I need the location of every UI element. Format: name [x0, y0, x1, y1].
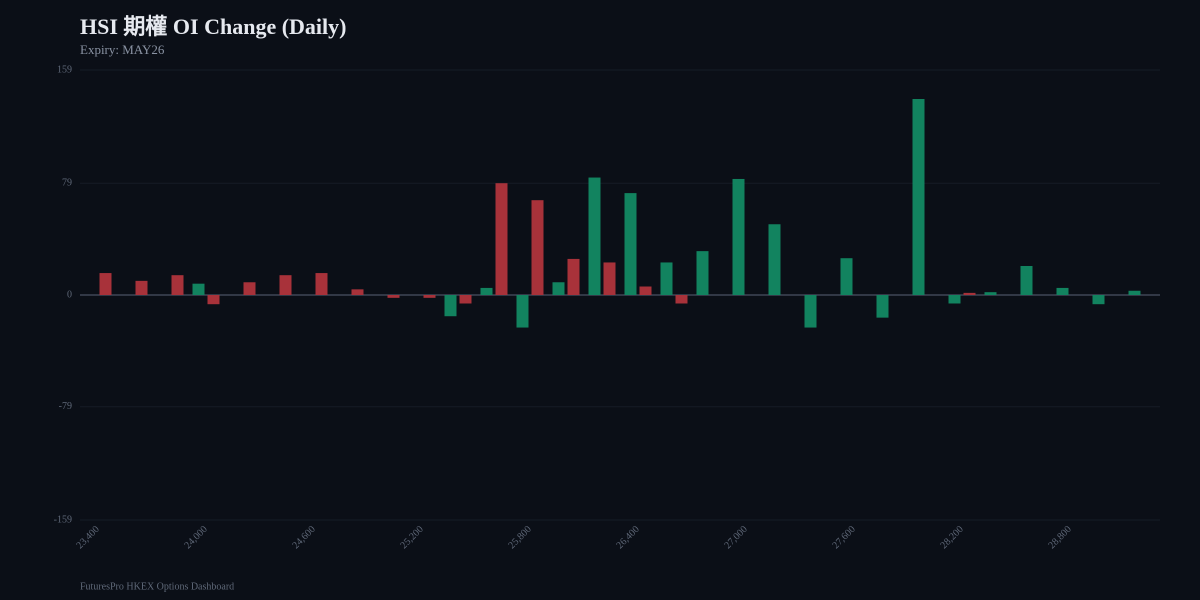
bar	[495, 183, 508, 295]
bar	[531, 200, 544, 295]
bar	[279, 275, 292, 295]
x-tick-label: 25,200	[399, 524, 426, 551]
y-tick-label: 159	[57, 64, 72, 75]
bar	[567, 258, 580, 295]
bar	[948, 295, 961, 304]
x-tick-label: 27,600	[831, 524, 858, 551]
bar	[192, 283, 205, 295]
bar	[207, 295, 220, 305]
bar	[1092, 295, 1105, 305]
bar	[804, 295, 817, 328]
bar	[480, 287, 493, 295]
bar	[696, 251, 709, 295]
bar	[135, 280, 148, 295]
bar	[912, 99, 925, 296]
x-tick-label: 23,400	[75, 524, 102, 551]
bar	[1056, 287, 1069, 295]
bar	[876, 295, 889, 318]
bar	[603, 262, 616, 295]
bar	[516, 295, 529, 328]
bar	[732, 178, 745, 295]
chart-title: HSI 期權 OI Change (Daily)	[80, 14, 346, 39]
x-tick-label: 24,600	[291, 524, 318, 551]
x-tick-label: 27,000	[723, 524, 750, 551]
bar	[1128, 290, 1141, 295]
bar	[1020, 265, 1033, 295]
y-tick-label: 79	[62, 178, 72, 189]
y-tick-label: 0	[67, 289, 72, 300]
bar	[660, 262, 673, 295]
x-tick-label: 24,000	[183, 524, 210, 551]
bar	[171, 275, 184, 295]
bar	[639, 286, 652, 295]
x-tick-label: 25,800	[507, 524, 534, 551]
bar	[351, 289, 364, 295]
bar	[423, 295, 436, 298]
bar	[588, 177, 601, 295]
bar	[840, 258, 853, 295]
x-tick-label: 26,400	[615, 524, 642, 551]
bar	[444, 295, 457, 317]
y-tick-label: -79	[59, 401, 72, 412]
bar	[552, 282, 565, 295]
bar	[984, 292, 997, 295]
bar	[243, 282, 256, 295]
bar	[459, 295, 472, 304]
chart-subtitle: Expiry: MAY26	[80, 42, 165, 57]
bar	[675, 295, 688, 304]
bar	[315, 273, 328, 295]
footer: FuturesPro HKEX Options Dashboard	[80, 581, 234, 592]
bar	[624, 193, 637, 295]
x-tick-label: 28,800	[1047, 524, 1074, 551]
bar	[768, 224, 781, 295]
bar	[387, 295, 400, 298]
bar	[99, 273, 112, 295]
x-tick-label: 28,200	[939, 524, 966, 551]
bar	[963, 292, 976, 295]
y-tick-label: -159	[54, 514, 72, 525]
